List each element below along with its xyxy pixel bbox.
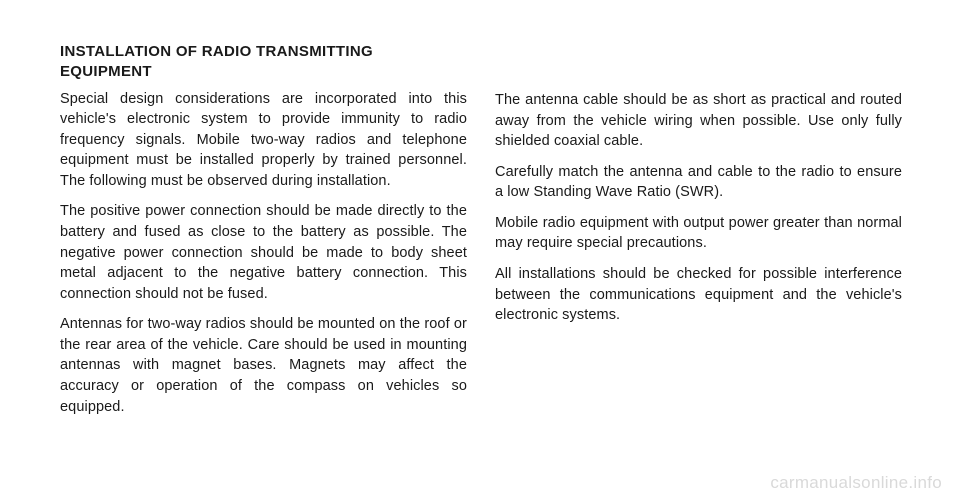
- body-paragraph: Mobile radio equipment with output power…: [495, 213, 902, 254]
- body-paragraph: Carefully match the antenna and cable to…: [495, 162, 902, 203]
- manual-page: INSTALLATION OF RADIO TRANSMITTING EQUIP…: [0, 0, 960, 447]
- body-paragraph: The antenna cable should be as short as …: [495, 90, 902, 152]
- section-heading: INSTALLATION OF RADIO TRANSMITTING EQUIP…: [60, 42, 467, 83]
- body-paragraph: All installations should be checked for …: [495, 264, 902, 326]
- left-column: INSTALLATION OF RADIO TRANSMITTING EQUIP…: [60, 42, 467, 427]
- body-paragraph: Special design considerations are incorp…: [60, 89, 467, 192]
- watermark-text: carmanualsonline.info: [770, 473, 942, 493]
- right-column: The antenna cable should be as short as …: [495, 42, 902, 427]
- body-paragraph: Antennas for two-way radios should be mo…: [60, 314, 467, 417]
- body-paragraph: The positive power connection should be …: [60, 201, 467, 304]
